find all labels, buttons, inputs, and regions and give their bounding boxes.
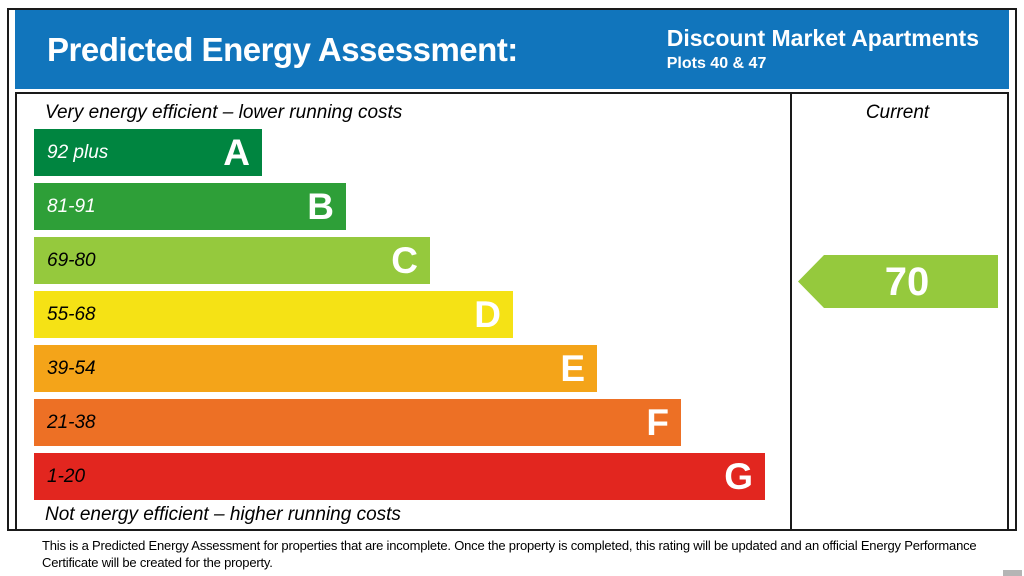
- epc-band-bar: 81-91 B: [34, 183, 346, 230]
- epc-band-list: 92 plus A 81-91 B 69-80 C 55-68 D 39-54 …: [34, 129, 765, 507]
- column-divider: [790, 94, 792, 529]
- current-rating-arrow: 70: [798, 255, 998, 308]
- epc-band-letter: B: [307, 186, 334, 227]
- epc-band-bar: 1-20 G: [34, 453, 765, 500]
- disclaimer-text: This is a Predicted Energy Assessment fo…: [42, 538, 977, 570]
- epc-band-bar: 69-80 C: [34, 237, 430, 284]
- epc-band-range-label: 21-38: [47, 411, 96, 433]
- epc-band-range-label: 39-54: [47, 357, 96, 379]
- epc-band-letter: G: [724, 456, 753, 497]
- epc-band-bar: 21-38 F: [34, 399, 681, 446]
- epc-band-bar: 55-68 D: [34, 291, 513, 338]
- epc-band-bar: 92 plus A: [34, 129, 262, 176]
- epc-band-row: 92 plus A: [34, 129, 765, 176]
- header-banner: Predicted Energy Assessment: Discount Ma…: [15, 10, 1009, 89]
- epc-band-row: 55-68 D: [34, 291, 765, 338]
- page-title: Predicted Energy Assessment:: [47, 30, 518, 68]
- epc-band-range-label: 1-20: [47, 465, 86, 487]
- current-rating-value: 70: [884, 259, 930, 304]
- epc-rating-chart: Very energy efficient – lower running co…: [15, 92, 1009, 531]
- epc-band-range-label: 81-91: [47, 195, 96, 217]
- epc-band-row: 39-54 E: [34, 345, 765, 392]
- bottom-caption: Not energy efficient – higher running co…: [45, 504, 401, 525]
- epc-band-range-label: 69-80: [47, 249, 96, 271]
- epc-band-row: 21-38 F: [34, 399, 765, 446]
- property-plots: Plots 40 & 47: [666, 54, 767, 72]
- epc-band-row: 81-91 B: [34, 183, 765, 230]
- top-caption: Very energy efficient – lower running co…: [45, 102, 403, 123]
- epc-band-letter: C: [391, 240, 418, 281]
- current-column-header: Current: [865, 102, 930, 123]
- property-info: Discount Market Apartments Plots 40 & 47: [667, 26, 979, 72]
- epc-band-row: 1-20 G: [34, 453, 765, 500]
- epc-band-bar: 39-54 E: [34, 345, 597, 392]
- epc-band-letter: A: [223, 132, 250, 173]
- epc-band-range-label: 55-68: [47, 303, 96, 325]
- epc-band-letter: D: [474, 294, 501, 335]
- corner-artifact: [1003, 570, 1022, 576]
- property-name: Discount Market Apartments: [666, 25, 979, 52]
- epc-band-row: 69-80 C: [34, 237, 765, 284]
- epc-band-range-label: 92 plus: [47, 141, 109, 163]
- epc-band-letter: F: [646, 402, 669, 443]
- epc-band-letter: E: [560, 348, 585, 389]
